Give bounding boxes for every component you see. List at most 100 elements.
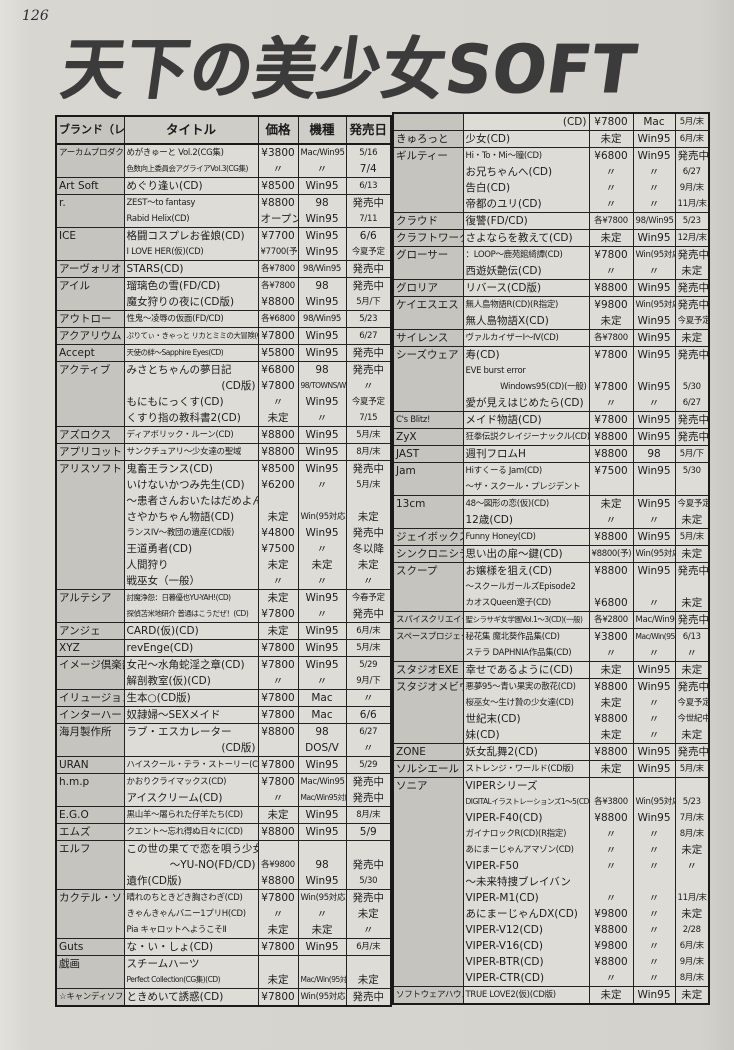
title-cell: VIPER-CTR(CD)	[462, 970, 589, 987]
date-cell: 6/13	[674, 628, 709, 645]
date-cell: 発売中	[345, 857, 391, 873]
table-row: 桜巫女～生け贄の少女達(CD) 未定〃今夏予定	[393, 695, 709, 711]
table-row: スタジオEXE 幸せであるように(CD) 未定 Win95 未定	[393, 661, 709, 679]
title-cell: 帝都のユリ(CD)	[462, 196, 589, 213]
date-cell: 6/6	[345, 227, 391, 244]
price-cell: 未定	[257, 972, 298, 989]
brand-cell	[393, 263, 463, 280]
platform-cell: Win95	[297, 622, 346, 640]
price-cell: ¥9800	[588, 938, 633, 954]
date-cell: 〃	[345, 573, 391, 590]
title-cell: クエント～忘れ得ぬ日々に(CD)	[123, 823, 258, 841]
table-row: アプリコット サンクチュアリ～少女達の聖域 ¥8800 Win95 8月/末	[56, 443, 391, 461]
title-cell: 妹(CD)	[462, 727, 589, 744]
price-cell: ¥8800	[257, 723, 298, 740]
brand-cell	[56, 509, 124, 525]
table-row: 海月製作所 ラブ・エスカレーター ¥8800 98 6/27	[56, 723, 391, 740]
title-cell: ステラ DAPHNIA作品集(CD)	[462, 645, 589, 662]
date-cell: 発売中	[345, 277, 391, 294]
brand-cell: E.G.O	[56, 806, 124, 824]
price-cell: ¥4800	[257, 525, 298, 541]
date-cell: 発売中	[674, 346, 709, 363]
price-cell: ¥7800	[588, 379, 633, 395]
price-cell: 〃	[588, 890, 633, 906]
title-cell: 思い出の扉～鍵(CD)	[462, 545, 589, 563]
title-cell: 討魔浄怨：日暮優也YU-YAH!(CD)	[123, 589, 258, 606]
price-cell: 〃	[257, 673, 298, 690]
price-cell	[257, 955, 298, 972]
title-cell: 鬼畜王ランス(CD)	[123, 460, 258, 477]
platform-cell: 98	[297, 361, 346, 378]
price-cell: 〃	[257, 906, 298, 922]
platform-cell: Win95	[632, 229, 675, 247]
date-cell: 5月/末	[345, 477, 391, 493]
title-cell: ～ザ・スクール・プレジデント	[462, 479, 589, 496]
date-cell: 5/30	[345, 873, 391, 890]
brand-cell: スタジオEXE	[393, 661, 463, 679]
brand-cell: アーヴォリオ	[56, 260, 124, 278]
brand-cell: イメージ倶楽部	[56, 656, 124, 673]
price-cell: ¥7500	[257, 541, 298, 557]
date-cell: 未定	[345, 509, 391, 525]
price-cell: 各¥9800	[257, 857, 298, 873]
brand-cell: スパイスクリエイティブ	[393, 611, 463, 629]
brand-cell: アリスソフト	[56, 460, 124, 477]
title-cell: 秘花集 魔北葵作品集(CD)	[462, 628, 589, 645]
date-cell: 未定	[674, 263, 709, 280]
date-cell	[674, 579, 709, 595]
brand-cell: サイレンス	[393, 329, 463, 347]
price-cell: ¥8800(予)	[588, 545, 633, 563]
price-cell: 〃	[588, 970, 633, 987]
brand-cell	[393, 695, 463, 711]
platform-cell: Win95	[297, 873, 346, 890]
platform-cell: Win95	[632, 313, 675, 330]
price-cell: 未定	[588, 229, 633, 247]
platform-cell	[632, 777, 675, 794]
platform-cell: 〃	[632, 970, 675, 987]
price-cell: ¥8800	[588, 954, 633, 970]
title-cell: EVE burst error	[462, 363, 589, 379]
date-cell: 6/27	[674, 395, 709, 412]
title-cell: Rabid Helix(CD)	[123, 211, 258, 228]
date-cell: 発売中	[345, 460, 391, 477]
table-row: 探偵苫米地研介 普通はこうだぜ！(CD) ¥7800 〃発売中	[56, 606, 391, 623]
date-cell: 〃	[345, 689, 391, 707]
col-header-date: 発売日	[345, 116, 391, 145]
table-row: アクアリウム ぷりてぃ・きゃっと リカとミミの大冒険(CD) ¥7800 Win95 6…	[56, 327, 391, 345]
price-cell: 〃	[257, 161, 298, 178]
date-cell: 7/11	[345, 211, 391, 228]
price-cell: 〃	[588, 842, 633, 858]
price-cell: ¥8800	[257, 443, 298, 461]
date-cell: 11月/末	[674, 196, 709, 213]
table-row: 帝都のユリ(CD) 〃〃 11月/末	[393, 196, 709, 213]
date-cell: 発売中	[674, 428, 709, 446]
title-cell: あにまーじゃんアマゾン(CD)	[462, 842, 589, 858]
col-header-title: タイトル	[123, 116, 258, 145]
platform-cell: Win95	[632, 743, 675, 761]
platform-cell: Win95	[297, 244, 346, 261]
brand-cell	[393, 858, 463, 874]
date-cell: 未定	[674, 986, 709, 1004]
platform-cell: Win95	[297, 426, 346, 444]
platform-cell: Win95	[632, 147, 675, 164]
date-cell: 今世紀中	[674, 711, 709, 727]
table-row: 西遊妖艶伝(CD) 〃〃未定	[393, 263, 709, 280]
platform-cell: Win95	[297, 227, 346, 244]
title-cell: 少女(CD)	[462, 130, 589, 148]
price-cell: ¥8500	[257, 177, 298, 195]
table-row: カクテル・ソフト晴れのちときどき胸さわぎ(CD)¥7800Win(95対応)発売…	[56, 889, 391, 906]
table-row: 告白(CD) 〃〃 9月/末	[393, 180, 709, 196]
price-cell: ¥8800	[588, 562, 633, 579]
brand-cell: グローサー	[393, 246, 463, 263]
title-cell: この世の果てで恋を唄う少女	[123, 840, 258, 857]
date-cell: 発売中	[345, 889, 391, 906]
title-cell: カオスQueen遼子(CD)	[462, 595, 589, 612]
price-cell: 各¥6800	[257, 310, 298, 328]
col-header-price: 価格	[257, 116, 298, 145]
brand-cell: アーカムプロダクツ	[56, 143, 124, 161]
